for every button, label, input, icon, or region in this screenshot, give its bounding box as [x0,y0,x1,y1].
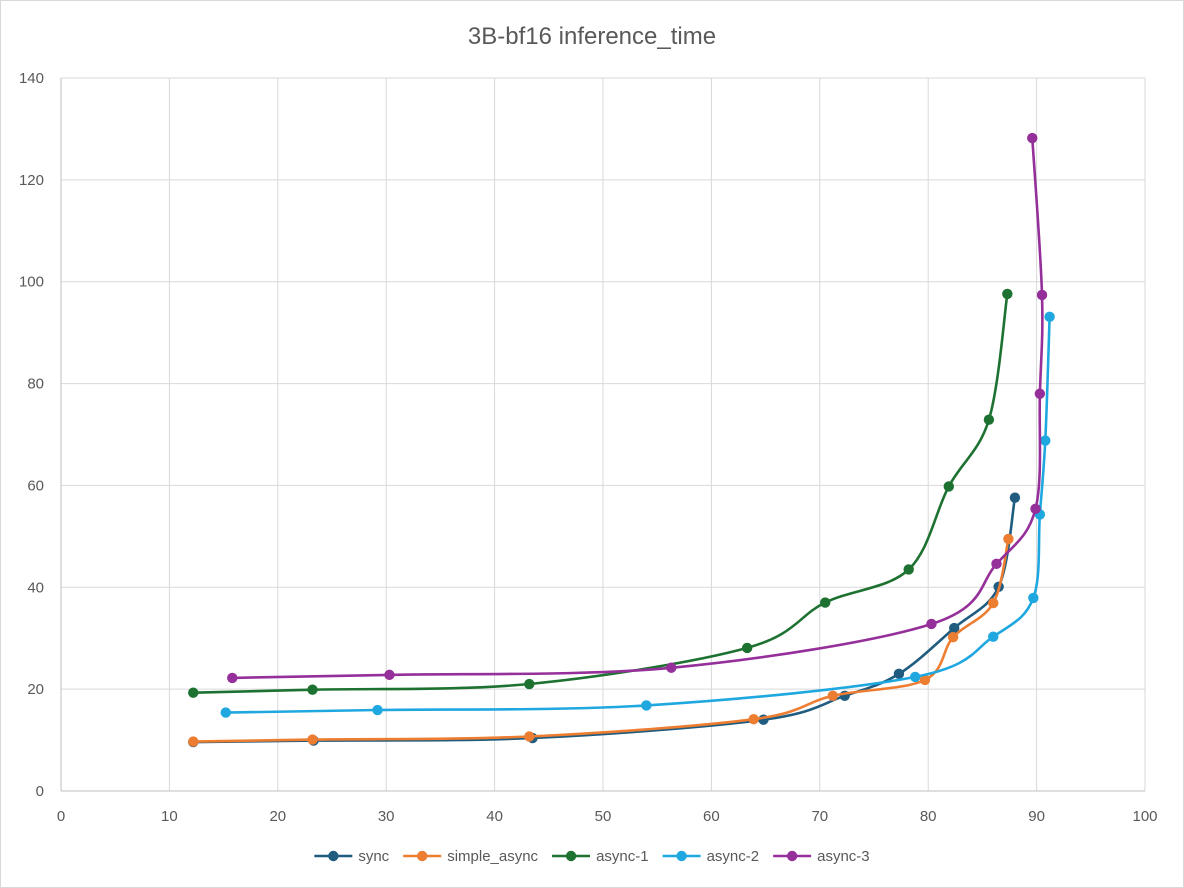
y-tick-label: 20 [27,681,44,698]
legend-item-async-3: async-3 [773,848,870,865]
data-point-simple_async [988,597,999,609]
data-point-sync [893,668,905,680]
y-tick-label: 140 [19,70,44,87]
x-tick-label: 30 [378,808,395,825]
data-point-simple_async [827,690,839,701]
data-point-async-1 [188,687,199,698]
series-line-sync [191,496,1017,744]
data-point-async-1 [741,642,753,654]
data-point-async-3 [926,618,937,630]
series-async-2 [220,311,1055,718]
y-tick-label: 120 [19,172,44,189]
data-point-async-2 [372,704,383,716]
legend-item-async-1: async-1 [552,848,649,865]
series-line-async-1 [191,292,1009,694]
legend-swatch-marker [565,850,577,862]
data-point-simple_async [307,734,318,745]
data-point-async-3 [227,672,238,684]
data-point-async-1 [820,597,831,608]
data-point-async-3 [1027,132,1038,144]
data-point-simple_async [947,631,959,643]
data-point-async-3 [1034,388,1046,399]
legend-item-simple_async: simple_async [403,848,539,865]
legend-item-async-2: async-2 [662,848,760,865]
y-tick-label: 40 [27,579,44,596]
data-point-async-3 [384,669,395,681]
data-point-async-2 [220,707,231,718]
y-tick-label: 100 [19,274,44,291]
series-simple_async [188,533,1014,747]
data-point-async-2 [909,671,921,683]
x-tick-label: 70 [811,808,828,825]
legend-swatch-marker [328,850,339,862]
series-line-async-3 [231,136,1044,680]
legend-swatch-marker [676,850,687,862]
x-tick-label: 10 [161,808,178,825]
data-point-async-1 [983,414,995,425]
series-sync [188,492,1021,748]
data-point-simple_async [748,713,759,725]
data-point-async-1 [1002,288,1013,300]
series-async-1 [188,288,1013,698]
data-point-async-2 [988,631,999,642]
data-point-async-1 [307,684,318,695]
data-point-async-2 [1044,311,1055,323]
legend: sync simple_async async-1 async-2 async-3 [314,848,870,865]
series-line-simple_async [191,537,1010,743]
legend-label: async-1 [596,848,649,865]
chart-title: 3B-bf16 inference_time [468,23,716,50]
x-tick-label: 40 [486,808,503,825]
data-point-async-2 [1028,592,1039,604]
y-tick-label: 80 [27,376,44,393]
legend-label: async-3 [817,848,870,865]
axes: 0 10 20 30 40 50 60 70 80 90 100 0 20 40 60 80 100 120 140 [19,70,1158,825]
x-tick-label: 80 [920,808,937,825]
data-point-simple_async [188,736,199,747]
data-point-async-1 [903,564,914,575]
legend-swatch-marker [786,850,798,862]
legend-label: simple_async [447,848,538,865]
data-point-async-3 [1030,503,1041,515]
x-tick-label: 20 [269,808,286,825]
x-tick-label: 50 [595,808,612,825]
data-point-simple_async [524,731,535,742]
legend-item-sync: sync [314,848,390,865]
data-point-async-2 [1040,435,1051,446]
series-async-3 [227,132,1048,684]
series-layer [188,132,1055,748]
legend-label: sync [358,848,389,865]
legend-label: async-2 [707,848,760,865]
data-point-async-3 [1036,289,1048,301]
legend-swatch-marker [416,850,428,862]
x-tick-label: 60 [703,808,720,825]
data-point-simple_async [919,674,931,686]
data-point-simple_async [1003,533,1014,545]
series-line-async-2 [224,315,1051,714]
x-tick-label: 90 [1028,808,1045,825]
data-point-sync [1009,492,1021,503]
data-point-async-3 [666,662,677,673]
x-tick-label: 100 [1132,808,1157,825]
data-point-sync [949,622,960,634]
data-point-async-2 [641,700,652,711]
data-point-async-1 [943,481,954,492]
x-tick-label: 0 [57,808,65,825]
y-tick-label: 60 [27,477,44,494]
data-point-async-1 [524,678,535,690]
data-point-async-3 [991,558,1002,570]
y-tick-label: 0 [36,783,44,800]
